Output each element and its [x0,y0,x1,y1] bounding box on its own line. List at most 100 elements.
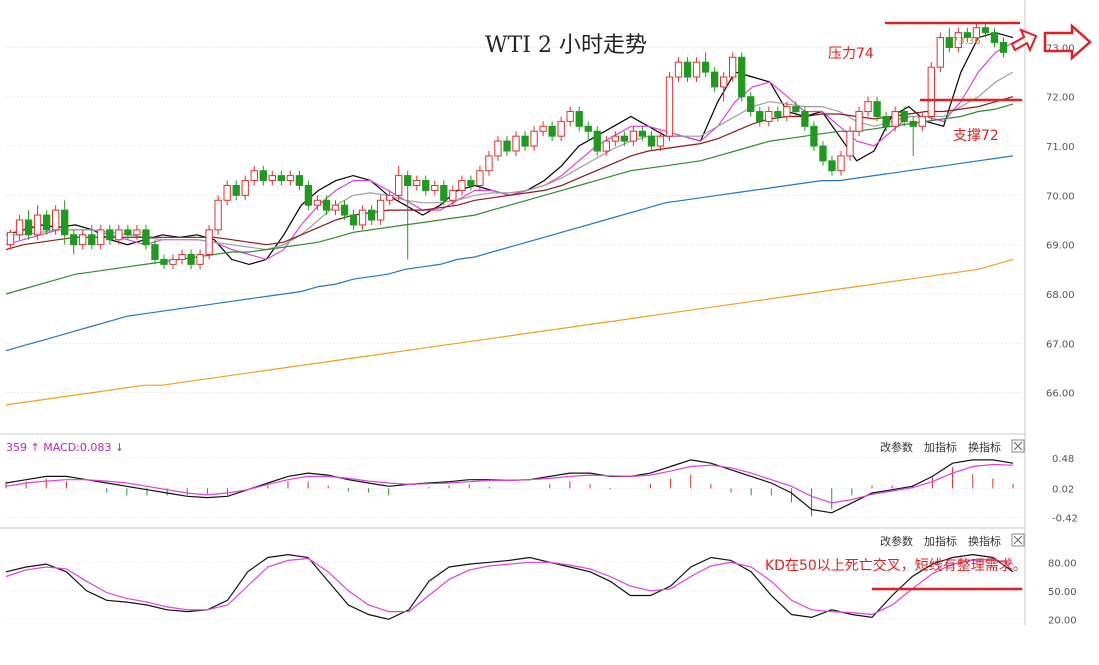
candle [24,210,33,240]
moving-average-line [5,258,1014,406]
macd-close-icon[interactable] [1011,439,1025,453]
candle [900,106,908,127]
candle [719,72,728,102]
candle [151,239,159,265]
kd-tick-label: 20.00 [1048,615,1077,626]
candle [33,205,42,240]
macd-switch-indicator-button[interactable]: 换指标 [968,440,1001,454]
moving-average-line [5,155,1014,352]
candle [214,195,222,235]
kd-tick-label: 80.00 [1048,558,1077,569]
candle [449,185,457,206]
macd-tick-label: 0.48 [1052,454,1074,465]
moving-average-line [5,96,1014,251]
candle [981,22,990,38]
candle [530,126,538,151]
macd-header: 359 ↑ MACD:0.083 ↓ [6,441,124,454]
candle [367,205,376,225]
candle [909,116,917,156]
candle [801,106,809,132]
kd-panel: 80.00 50.00 20.00 [5,553,1077,626]
candle [855,106,863,137]
candle [313,195,322,211]
candle [837,150,845,176]
candle [792,101,800,117]
price-axis: 66.00 67.00 68.00 69.00 70.00 71.00 72.00 73.00 [0,0,1075,625]
price-tick-label: 69.00 [1046,241,1075,252]
macd-add-indicator-button[interactable]: 加指标 [924,440,957,454]
candle [494,136,502,161]
candle [322,195,331,216]
candle [602,136,610,156]
candle [584,121,592,142]
candle [205,224,213,260]
kd-switch-indicator-button[interactable]: 换指标 [968,534,1001,548]
candle [223,180,231,206]
candle [999,37,1008,58]
candle [250,165,258,186]
moving-average-line [5,103,1014,295]
candle [918,111,926,132]
price-tick-label: 68.00 [1046,290,1075,301]
candle [88,224,96,250]
candle [440,180,448,206]
candle [864,96,872,117]
candle [485,150,493,176]
support-label: 支撑72 [953,128,999,144]
candle [376,195,385,225]
candle [395,165,403,201]
candle [6,229,15,250]
candle [232,180,240,201]
candle [566,106,574,127]
candle [656,131,665,151]
candle [106,224,114,245]
macd-change-params-button[interactable]: 改参数 [880,440,913,454]
candle [927,62,935,122]
candle [79,229,87,250]
candle [467,175,475,191]
candle [241,175,249,201]
candle [846,126,854,161]
candle [61,200,69,245]
candle [557,116,565,142]
candle [972,22,981,43]
candle [774,106,782,122]
moving-average-lines [5,32,1014,406]
candle [196,249,204,270]
kd-add-indicator-button[interactable]: 加指标 [924,534,957,548]
last-price-label: 73.36 [952,36,981,47]
candle [431,180,439,196]
kd-close-icon[interactable] [1011,533,1025,547]
candle [575,106,583,132]
moving-average-line [6,71,1014,251]
candle [819,141,827,166]
candle [340,200,349,220]
candle [701,52,710,78]
candle [476,165,484,191]
candlesticks [6,22,1008,270]
candle [747,91,755,117]
candle [413,175,421,191]
kd-change-params-button[interactable]: 改参数 [880,534,913,548]
candle [304,180,313,211]
candle [124,224,132,240]
candle [521,131,529,151]
candle [404,170,412,260]
price-tick-label: 72.00 [1046,93,1075,104]
candle [738,52,746,102]
kd-d-line [5,557,1014,616]
price-tick-label: 67.00 [1046,339,1075,350]
candle [70,229,78,255]
candle [710,67,719,92]
candle [15,215,24,240]
candle [115,224,123,245]
candle [133,224,141,240]
candle [692,57,701,82]
kd-k-line [5,553,1014,620]
candle [422,175,430,196]
candle [891,106,899,132]
candle [259,165,267,186]
price-tick-label: 70.00 [1046,191,1075,202]
candle [160,254,168,270]
